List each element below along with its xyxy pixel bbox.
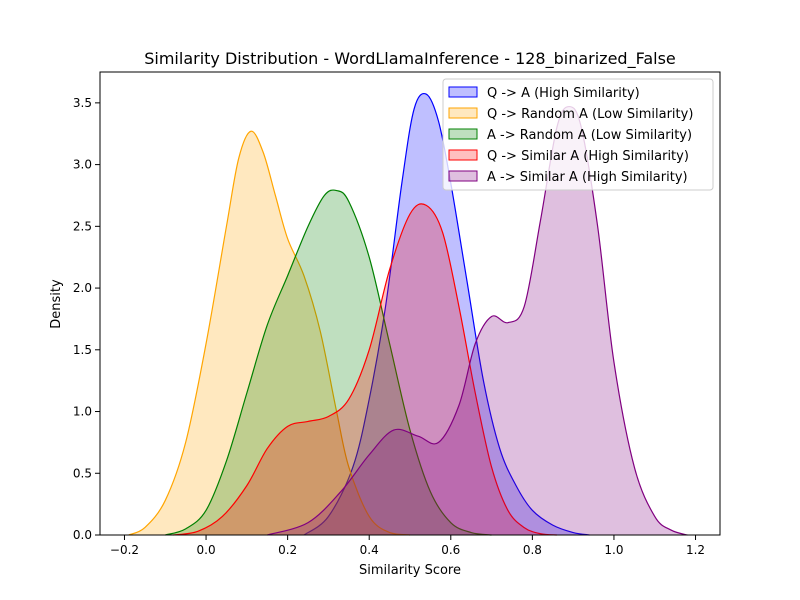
series-area-4: [173, 203, 557, 535]
x-tick-label: −0.2: [110, 543, 139, 557]
series-layer: [128, 92, 688, 536]
legend-swatch: [448, 149, 478, 161]
y-axis-label: Density: [49, 279, 64, 329]
x-tick-label: 0.6: [441, 543, 460, 557]
series-line-5: [267, 105, 688, 536]
legend-swatch: [448, 128, 478, 140]
legend-label: Q -> Similar A (High Similarity): [487, 149, 689, 164]
y-tick-label: 0.0: [73, 528, 92, 542]
legend-swatch: [448, 86, 478, 98]
y-tick-label: 2.0: [73, 281, 92, 295]
chart-title: Similarity Distribution - WordLlamaInfer…: [144, 49, 676, 69]
legend-label: Q -> A (High Similarity): [487, 86, 640, 101]
legend-label: A -> Random A (Low Similarity): [487, 128, 692, 143]
x-tick-label: 0.4: [360, 543, 379, 557]
x-axis-label: Similarity Score: [359, 563, 461, 578]
x-tick-label: 1.0: [604, 543, 623, 557]
legend-label: Q -> Random A (Low Similarity): [487, 107, 693, 122]
legend-swatch: [448, 107, 478, 119]
y-axis-ticks: 0.0 0.5 1.0 1.5 2.0 2.5 3.0 3.5: [73, 96, 100, 542]
legend-swatch: [448, 170, 478, 182]
series-line-3: [165, 189, 492, 536]
y-tick-label: 3.0: [73, 158, 92, 172]
y-tick-label: 0.5: [73, 466, 92, 480]
y-tick-label: 2.5: [73, 219, 92, 233]
x-tick-label: 0.8: [523, 543, 542, 557]
series-area-3: [165, 190, 492, 535]
legend-label: A -> Similar A (High Similarity): [487, 170, 688, 185]
series-area-5: [267, 106, 688, 535]
x-tick-label: 0.2: [278, 543, 297, 557]
legend-box: [442, 78, 714, 191]
series-area-2: [128, 131, 411, 535]
x-axis-ticks: −0.2 0.0 0.2 0.4 0.6 0.8 1.0 1.2: [110, 535, 705, 557]
y-tick-label: 1.5: [73, 343, 92, 357]
x-tick-label: 0.0: [197, 543, 216, 557]
series-line-4: [173, 203, 557, 536]
legend: Q -> A (High Similarity) Q -> Random A (L…: [442, 78, 714, 191]
y-tick-label: 1.0: [73, 405, 92, 419]
plot-frame: [99, 71, 721, 536]
x-tick-label: 1.2: [686, 543, 705, 557]
y-tick-label: 3.5: [73, 96, 92, 110]
series-line-2: [128, 130, 411, 536]
series-area-1: [303, 93, 590, 536]
